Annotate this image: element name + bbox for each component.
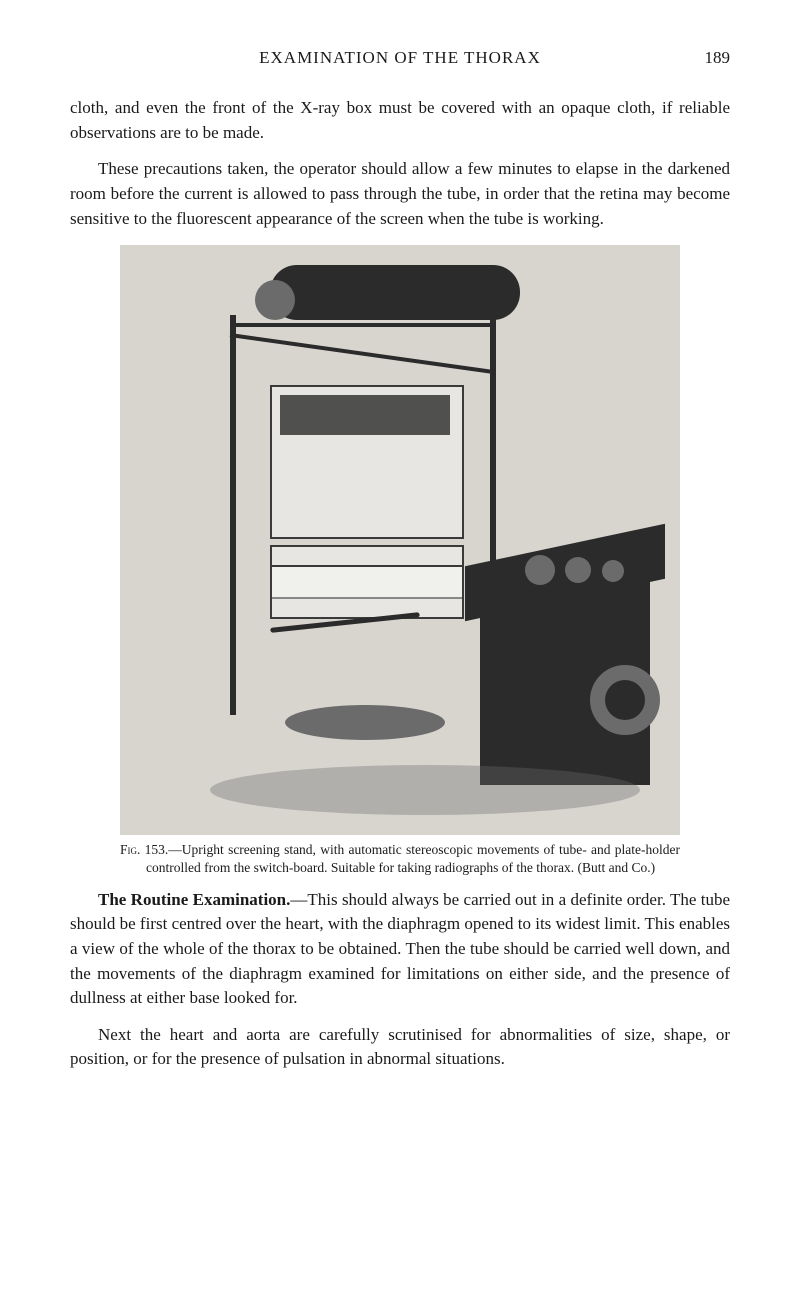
- header-title: EXAMINATION OF THE THORAX: [259, 48, 541, 68]
- paragraph-1: cloth, and even the front of the X-ray b…: [70, 96, 730, 145]
- running-head: EXAMINATION OF THE THORAX 189: [70, 48, 730, 68]
- page: EXAMINATION OF THE THORAX 189 cloth, and…: [0, 0, 800, 1144]
- figure-image: [120, 245, 680, 835]
- figure-153: Fig. 153.—Upright screening stand, with …: [120, 245, 680, 877]
- figure-caption: Fig. 153.—Upright screening stand, with …: [120, 841, 680, 877]
- section-heading-routine-exam: The Routine Examination.: [98, 890, 290, 909]
- paragraph-3: The Routine Examination.—This should alw…: [70, 888, 730, 1011]
- figure-label: Fig.: [120, 842, 140, 857]
- figure-caption-text: Upright screening stand, with automatic …: [146, 842, 680, 875]
- paragraph-2: These precautions taken, the operator sh…: [70, 157, 730, 231]
- figure-number: 153.—: [140, 842, 181, 857]
- page-number: 189: [705, 48, 731, 68]
- paragraph-4: Next the heart and aorta are carefully s…: [70, 1023, 730, 1072]
